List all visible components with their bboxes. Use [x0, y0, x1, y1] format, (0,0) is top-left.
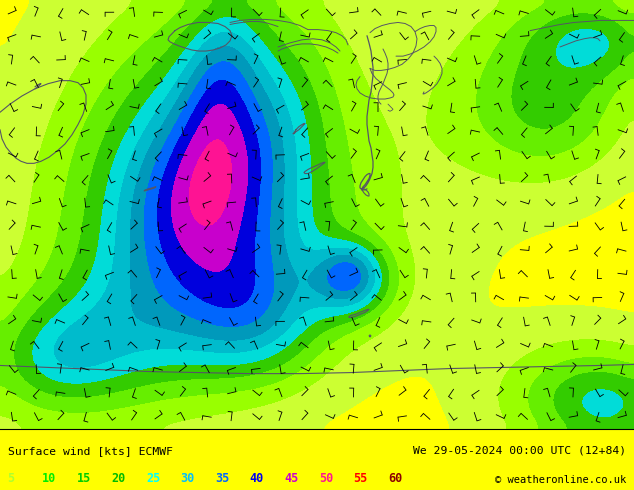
Text: © weatheronline.co.uk: © weatheronline.co.uk [495, 475, 626, 485]
Text: 20: 20 [112, 472, 126, 485]
Text: 10: 10 [42, 472, 56, 485]
Text: 55: 55 [353, 472, 368, 485]
Text: 5: 5 [8, 472, 15, 485]
Text: 15: 15 [77, 472, 91, 485]
Text: 50: 50 [319, 472, 333, 485]
Text: 25: 25 [146, 472, 160, 485]
Text: Surface wind [kts] ECMWF: Surface wind [kts] ECMWF [8, 446, 172, 456]
Text: 45: 45 [284, 472, 299, 485]
Text: 40: 40 [250, 472, 264, 485]
Text: 60: 60 [388, 472, 402, 485]
Text: 35: 35 [215, 472, 230, 485]
Text: 30: 30 [181, 472, 195, 485]
Text: We 29-05-2024 00:00 UTC (12+84): We 29-05-2024 00:00 UTC (12+84) [413, 446, 626, 456]
